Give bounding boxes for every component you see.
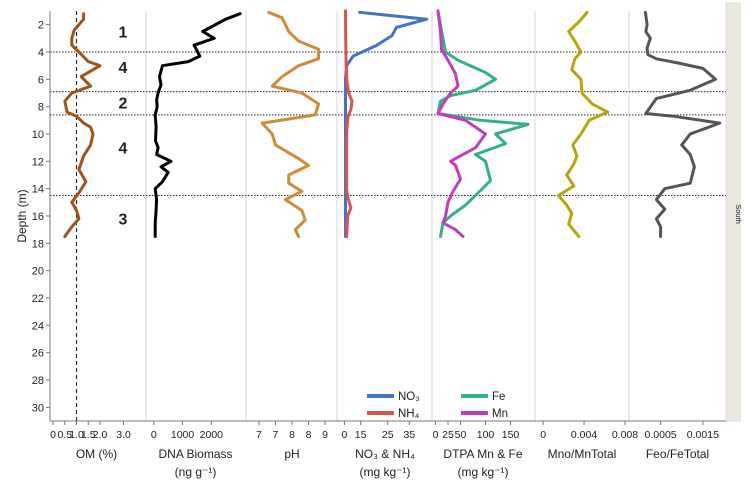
x-axis-title: DTPA Mn & Fe bbox=[443, 447, 522, 461]
series-line-ph bbox=[260, 10, 320, 238]
x-tick-label: 0.008 bbox=[612, 429, 638, 441]
x-tick-label: 3.0 bbox=[116, 429, 131, 441]
x-tick-label: 35 bbox=[404, 429, 416, 441]
x-tick-label: 7 bbox=[256, 429, 262, 441]
x-tick-label: 0.5 bbox=[57, 429, 72, 441]
x-axis-title: (ng g⁻¹) bbox=[175, 465, 217, 479]
x-tick-label: 1000 bbox=[171, 429, 195, 441]
x-tick-label: 0 bbox=[433, 429, 439, 441]
x-axis-title: (mg kg⁻¹) bbox=[458, 465, 509, 479]
x-axis-title: Mno/MnTotal bbox=[548, 447, 617, 461]
x-axis-title: OM (%) bbox=[76, 447, 117, 461]
zone-label: 2 bbox=[119, 96, 128, 113]
zone-label: 1 bbox=[119, 25, 128, 42]
y-tick-label: 20 bbox=[32, 266, 44, 278]
y-tick-label: 8 bbox=[38, 102, 44, 114]
series-line-mno bbox=[557, 10, 610, 238]
x-tick-label: 8 bbox=[289, 429, 295, 441]
y-tick-label: 28 bbox=[32, 375, 44, 387]
zone-label: 4 bbox=[119, 141, 128, 158]
y-tick-label: 22 bbox=[32, 293, 44, 305]
site-label-strip bbox=[725, 2, 741, 422]
legend-label: NO₃ bbox=[398, 391, 420, 403]
series-line-dtpa bbox=[436, 9, 487, 238]
y-tick-label: 30 bbox=[32, 402, 44, 414]
legend-label: Mn bbox=[492, 408, 508, 420]
y-tick-label: 2 bbox=[38, 20, 44, 32]
x-axis-title: pH bbox=[284, 447, 299, 461]
x-axis-title: (mg kg⁻¹) bbox=[360, 465, 411, 479]
x-tick-label: 15 bbox=[355, 429, 367, 441]
zone-label: 3 bbox=[119, 212, 128, 229]
x-tick-label: 0.004 bbox=[571, 429, 597, 441]
series-line-n bbox=[344, 9, 354, 238]
y-tick-label: 10 bbox=[32, 129, 44, 141]
series-line-feo bbox=[643, 10, 722, 238]
series-line-dtpa bbox=[436, 9, 530, 238]
y-tick-label: 12 bbox=[32, 156, 44, 168]
y-tick-label: 24 bbox=[32, 320, 44, 332]
x-tick-label: 0 bbox=[341, 429, 347, 441]
legend-label: Fe bbox=[492, 391, 505, 403]
x-tick-label: 150 bbox=[502, 429, 520, 441]
series-line-dna bbox=[153, 12, 242, 238]
x-tick-label: 0 bbox=[540, 429, 546, 441]
x-tick-label: 0.0005 bbox=[645, 429, 677, 441]
x-tick-label: 2000 bbox=[200, 429, 224, 441]
x-axis-title: NO₃ & NH₄ bbox=[355, 447, 415, 461]
y-tick-label: 26 bbox=[32, 348, 44, 360]
x-tick-label: 25 bbox=[442, 429, 454, 441]
x-tick-label: 0 bbox=[50, 429, 56, 441]
x-tick-label: 100 bbox=[477, 429, 495, 441]
x-tick-label: 8 bbox=[306, 429, 312, 441]
x-tick-label: 7 bbox=[273, 429, 279, 441]
x-tick-label: 50 bbox=[455, 429, 467, 441]
y-tick-label: 18 bbox=[32, 238, 44, 250]
x-axis-title: DNA Biomass bbox=[158, 447, 232, 461]
y-tick-label: 4 bbox=[38, 47, 44, 59]
x-tick-label: 0.0015 bbox=[687, 429, 719, 441]
x-tick-label: 25 bbox=[382, 429, 394, 441]
x-tick-label: 1.5 bbox=[81, 429, 96, 441]
x-tick-label: 0 bbox=[151, 429, 157, 441]
zone-label: 4 bbox=[119, 60, 128, 77]
x-axis-title: Feo/FeTotal bbox=[646, 447, 709, 461]
x-tick-label: 1.0 bbox=[69, 429, 84, 441]
site-label: South bbox=[734, 204, 743, 224]
y-tick-label: 14 bbox=[32, 184, 44, 196]
y-tick-label: 16 bbox=[32, 211, 44, 223]
x-tick-label: 9 bbox=[322, 429, 328, 441]
y-axis-title: Depth (m) bbox=[15, 189, 29, 242]
series-line-om bbox=[63, 12, 102, 238]
x-tick-label: 2.0 bbox=[93, 429, 108, 441]
y-tick-label: 6 bbox=[38, 74, 44, 86]
legend-label: NH₄ bbox=[398, 408, 420, 420]
series-line-n bbox=[344, 10, 429, 238]
